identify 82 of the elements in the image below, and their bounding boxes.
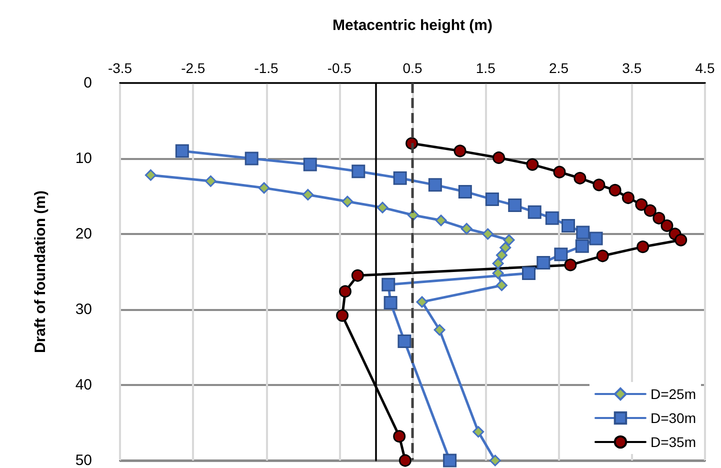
y-axis-title: Draft of foundation (m) — [32, 190, 49, 353]
point — [536, 256, 550, 270]
point — [608, 184, 622, 196]
point — [393, 171, 407, 185]
point — [489, 454, 501, 466]
point — [482, 228, 494, 240]
point — [336, 309, 349, 322]
point — [526, 158, 539, 171]
point — [503, 234, 515, 246]
x-tick-label: -2.5 — [181, 60, 206, 76]
point — [398, 454, 412, 467]
point — [508, 198, 522, 212]
point — [303, 158, 317, 172]
point — [545, 211, 559, 225]
point — [485, 192, 499, 206]
legend-label: D=30m — [650, 410, 696, 426]
x-tick-label: 1.5 — [476, 60, 496, 76]
x-axis-title: Metacentric height (m) — [332, 17, 493, 34]
point — [460, 222, 472, 234]
point — [443, 454, 457, 468]
point — [674, 234, 688, 246]
point — [564, 258, 577, 272]
point — [635, 198, 648, 211]
point — [589, 232, 603, 246]
point — [644, 204, 656, 217]
point — [258, 182, 270, 194]
point — [434, 324, 446, 336]
y-tick-label: 40 — [75, 376, 92, 394]
point — [492, 152, 506, 164]
point — [492, 268, 504, 280]
point — [175, 144, 189, 158]
x-tick-label: 4.5 — [695, 60, 715, 76]
point — [574, 172, 586, 184]
point — [596, 250, 609, 262]
x-tick-label: 3.5 — [622, 60, 642, 76]
y-tick-label: 50 — [75, 452, 92, 468]
legend-label: D=25m — [650, 386, 696, 402]
point — [244, 152, 258, 166]
point — [496, 249, 508, 261]
point — [576, 226, 590, 240]
y-tick-label: 30 — [75, 301, 92, 318]
y-tick-label: 10 — [75, 150, 92, 167]
point — [398, 334, 412, 348]
point — [500, 242, 512, 254]
legend-label: D=35m — [650, 434, 696, 450]
point — [522, 266, 536, 280]
y-tick-label: 20 — [75, 226, 92, 242]
point — [384, 296, 398, 310]
x-tick-label: -0.5 — [327, 60, 352, 76]
point — [652, 212, 666, 224]
point — [302, 188, 314, 200]
x-tick-label: -3.5 — [108, 60, 132, 76]
point — [554, 248, 568, 262]
point — [454, 144, 466, 158]
point — [342, 196, 354, 208]
point — [660, 219, 674, 232]
x-tick-label: 2.5 — [549, 60, 569, 76]
x-tick-label: 0.5 — [402, 60, 422, 76]
point — [338, 285, 352, 298]
point — [428, 178, 442, 192]
point — [575, 239, 589, 253]
point — [393, 430, 406, 443]
point — [528, 205, 542, 219]
point — [376, 202, 388, 214]
point — [352, 164, 366, 178]
point — [144, 169, 156, 181]
point — [472, 426, 484, 438]
point — [492, 258, 504, 270]
point — [416, 296, 428, 308]
point — [562, 218, 576, 232]
point — [636, 240, 650, 254]
point — [553, 166, 566, 178]
point — [351, 269, 364, 282]
point — [496, 280, 508, 292]
point — [622, 192, 634, 204]
y-tick-label: 0 — [84, 74, 92, 92]
point — [592, 178, 606, 192]
point — [435, 214, 447, 226]
point — [382, 278, 396, 292]
point — [204, 175, 216, 187]
x-tick-label: -1.5 — [254, 60, 279, 76]
point — [458, 184, 472, 198]
